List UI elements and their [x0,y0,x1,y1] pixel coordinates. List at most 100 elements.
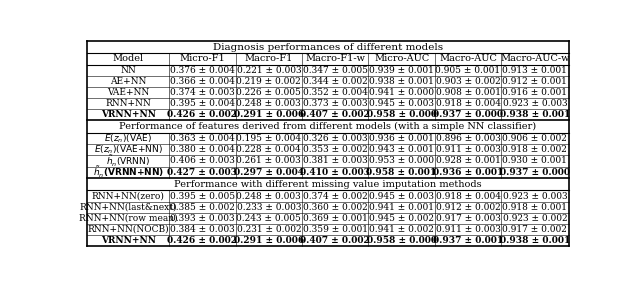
Text: 0.360 ± 0.002: 0.360 ± 0.002 [303,203,367,212]
Text: 0.385 ± 0.002: 0.385 ± 0.002 [170,203,235,212]
Text: 0.923 ± 0.003: 0.923 ± 0.003 [502,191,567,201]
Text: 0.937 ± 0.000: 0.937 ± 0.000 [500,168,570,177]
Text: 0.261 ± 0.003: 0.261 ± 0.003 [236,156,301,166]
Text: 0.373 ± 0.003: 0.373 ± 0.003 [303,99,367,108]
Text: 0.906 ± 0.002: 0.906 ± 0.002 [502,134,567,143]
Text: 0.938 ± 0.001: 0.938 ± 0.001 [369,77,434,86]
Text: 0.896 ± 0.003: 0.896 ± 0.003 [436,134,500,143]
Text: 0.941 ± 0.002: 0.941 ± 0.002 [369,225,434,234]
Text: 0.291 ± 0.006: 0.291 ± 0.006 [234,236,304,245]
Text: 0.928 ± 0.001: 0.928 ± 0.001 [436,156,500,166]
Text: 0.918 ± 0.004: 0.918 ± 0.004 [435,191,500,201]
Text: $E(z_n)$(VAE): $E(z_n)$(VAE) [104,132,152,145]
Text: 0.908 ± 0.001: 0.908 ± 0.001 [435,88,500,97]
Text: 0.958 ± 0.000: 0.958 ± 0.000 [367,110,436,119]
Text: 0.395 ± 0.005: 0.395 ± 0.005 [170,191,235,201]
Text: 0.912 ± 0.002: 0.912 ± 0.002 [436,203,500,212]
Text: 0.221 ± 0.003: 0.221 ± 0.003 [237,66,301,75]
Text: 0.958 ± 0.000: 0.958 ± 0.000 [367,236,436,245]
Text: 0.911 ± 0.003: 0.911 ± 0.003 [436,225,500,234]
Text: 0.248 ± 0.003: 0.248 ± 0.003 [236,99,301,108]
Text: 0.366 ± 0.004: 0.366 ± 0.004 [170,77,235,86]
Text: VAE+NN: VAE+NN [108,88,150,97]
Text: 0.226 ± 0.005: 0.226 ± 0.005 [236,88,301,97]
Text: 0.380 ± 0.004: 0.380 ± 0.004 [170,145,235,154]
Text: 0.945 ± 0.003: 0.945 ± 0.003 [369,99,434,108]
Text: 0.363 ± 0.004: 0.363 ± 0.004 [170,134,235,143]
Text: Model: Model [113,55,144,64]
Text: Macro-F1-w: Macro-F1-w [305,55,365,64]
Text: 0.916 ± 0.001: 0.916 ± 0.001 [502,88,568,97]
Text: 0.941 ± 0.001: 0.941 ± 0.001 [369,203,434,212]
Text: 0.410 ± 0.003: 0.410 ± 0.003 [300,168,370,177]
Text: 0.903 ± 0.002: 0.903 ± 0.002 [436,77,500,86]
Text: 0.912 ± 0.001: 0.912 ± 0.001 [502,77,567,86]
Text: 0.352 ± 0.004: 0.352 ± 0.004 [303,88,367,97]
Text: 0.344 ± 0.002: 0.344 ± 0.002 [303,77,367,86]
Text: 0.297 ± 0.004: 0.297 ± 0.004 [234,168,304,177]
Text: $E(z_n)$(VAE+NN): $E(z_n)$(VAE+NN) [94,143,163,156]
Text: 0.427 ± 0.003: 0.427 ± 0.003 [168,168,237,177]
Text: 0.953 ± 0.000: 0.953 ± 0.000 [369,156,434,166]
Text: 0.384 ± 0.003: 0.384 ± 0.003 [170,225,235,234]
Text: 0.291 ± 0.006: 0.291 ± 0.006 [234,110,304,119]
Text: 0.938 ± 0.001: 0.938 ± 0.001 [500,236,570,245]
Text: 0.376 ± 0.004: 0.376 ± 0.004 [170,66,235,75]
Text: 0.369 ± 0.001: 0.369 ± 0.001 [303,214,367,223]
Text: 0.937 ± 0.001: 0.937 ± 0.001 [433,236,503,245]
Text: Macro-AUC-w: Macro-AUC-w [500,55,570,64]
Text: 0.393 ± 0.003: 0.393 ± 0.003 [170,214,235,223]
Text: 0.939 ± 0.001: 0.939 ± 0.001 [369,66,434,75]
Text: 0.395 ± 0.004: 0.395 ± 0.004 [170,99,235,108]
Text: AE+NN: AE+NN [110,77,147,86]
Text: 0.426 ± 0.002: 0.426 ± 0.002 [168,236,237,245]
Text: 0.359 ± 0.001: 0.359 ± 0.001 [303,225,368,234]
Text: Performance with different missing value imputation methods: Performance with different missing value… [174,179,482,189]
Text: VRNN+NN: VRNN+NN [101,110,156,119]
Text: 0.945 ± 0.002: 0.945 ± 0.002 [369,214,434,223]
Text: Micro-F1: Micro-F1 [180,55,225,64]
Text: 0.219 ± 0.002: 0.219 ± 0.002 [236,77,301,86]
Text: RNN+NN(zero): RNN+NN(zero) [92,191,164,201]
Text: Macro-F1: Macro-F1 [244,55,293,64]
Text: 0.941 ± 0.000: 0.941 ± 0.000 [369,88,434,97]
Text: 0.918 ± 0.002: 0.918 ± 0.002 [502,145,567,154]
Text: Macro-AUC: Macro-AUC [439,55,497,64]
Text: 0.228 ± 0.004: 0.228 ± 0.004 [236,145,301,154]
Text: Performance of features derived from different models (with a simple NN classifi: Performance of features derived from dif… [120,122,536,131]
Text: 0.911 ± 0.003: 0.911 ± 0.003 [436,145,500,154]
Text: 0.913 ± 0.001: 0.913 ± 0.001 [502,66,567,75]
Text: 0.917 ± 0.002: 0.917 ± 0.002 [502,225,567,234]
Text: NN: NN [120,66,136,75]
Text: 0.374 ± 0.002: 0.374 ± 0.002 [303,191,367,201]
Text: RNN+NN: RNN+NN [106,99,151,108]
Text: 0.374 ± 0.003: 0.374 ± 0.003 [170,88,235,97]
Text: 0.326 ± 0.003: 0.326 ± 0.003 [303,134,367,143]
Text: 0.945 ± 0.003: 0.945 ± 0.003 [369,191,434,201]
Text: RNN+NN(last&next): RNN+NN(last&next) [79,203,177,212]
Text: 0.923 ± 0.002: 0.923 ± 0.002 [502,214,567,223]
Text: RNN+NN(NOCB): RNN+NN(NOCB) [88,225,169,234]
Text: 0.407 ± 0.002: 0.407 ± 0.002 [300,236,370,245]
Text: 0.937 ± 0.000: 0.937 ± 0.000 [433,110,503,119]
Text: $\tilde{h}_n$(VRNN): $\tilde{h}_n$(VRNN) [106,153,150,169]
Text: 0.936 ± 0.001: 0.936 ± 0.001 [433,168,503,177]
Text: 0.923 ± 0.003: 0.923 ± 0.003 [502,99,567,108]
Text: 0.381 ± 0.003: 0.381 ± 0.003 [303,156,367,166]
Text: 0.930 ± 0.001: 0.930 ± 0.001 [502,156,567,166]
Text: 0.943 ± 0.001: 0.943 ± 0.001 [369,145,434,154]
Text: Diagnosis performances of different models: Diagnosis performances of different mode… [213,43,443,51]
Text: 0.248 ± 0.003: 0.248 ± 0.003 [236,191,301,201]
Text: 0.243 ± 0.005: 0.243 ± 0.005 [236,214,301,223]
Text: 0.905 ± 0.001: 0.905 ± 0.001 [435,66,500,75]
Text: 0.406 ± 0.003: 0.406 ± 0.003 [170,156,235,166]
Text: 0.407 ± 0.002: 0.407 ± 0.002 [300,110,370,119]
Text: 0.353 ± 0.002: 0.353 ± 0.002 [303,145,367,154]
Text: 0.918 ± 0.004: 0.918 ± 0.004 [435,99,500,108]
Text: 0.233 ± 0.003: 0.233 ± 0.003 [237,203,301,212]
Text: 0.917 ± 0.003: 0.917 ± 0.003 [436,214,500,223]
Text: Micro-AUC: Micro-AUC [374,55,429,64]
Text: $\tilde{h}_n$(VRNN+NN): $\tilde{h}_n$(VRNN+NN) [93,164,164,180]
Text: 0.426 ± 0.002: 0.426 ± 0.002 [168,110,237,119]
Text: 0.231 ± 0.002: 0.231 ± 0.002 [237,225,301,234]
